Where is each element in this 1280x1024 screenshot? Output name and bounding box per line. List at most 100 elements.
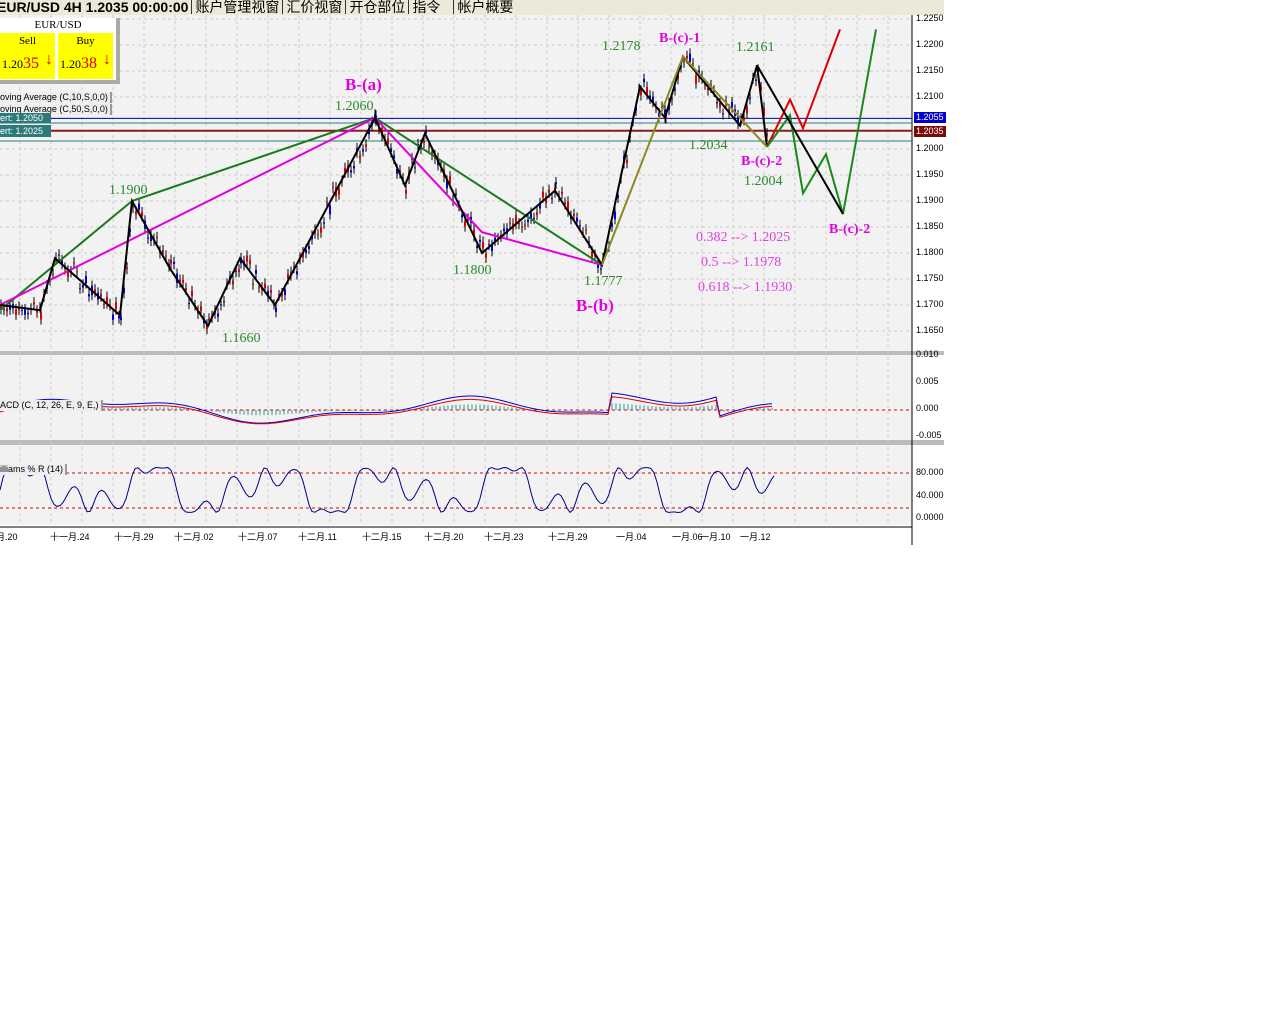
label-wave-c2-projection: B-(c)-2	[829, 222, 871, 237]
candle	[235, 270, 237, 273]
label-price-1-2004: 1.2004	[744, 174, 783, 189]
tab-account-management[interactable]: 账户管理视窗	[191, 0, 282, 14]
candle	[611, 223, 613, 227]
candle	[94, 289, 96, 293]
candle	[223, 301, 225, 303]
candle	[396, 169, 398, 174]
label-price-1-1900: 1.1900	[109, 183, 148, 198]
candle	[473, 229, 475, 237]
candle	[332, 186, 334, 188]
candle	[296, 271, 298, 275]
pane-divider	[0, 351, 944, 355]
macd-line	[0, 392, 773, 424]
candle	[548, 189, 550, 193]
candle	[249, 260, 251, 265]
tab-rates[interactable]: 汇价视窗	[282, 0, 345, 14]
price-tick: 1.2000	[916, 143, 944, 153]
candle	[405, 189, 407, 194]
current-sell-price-marker: 1.2035	[914, 125, 946, 137]
label-wave-b: B-(b)	[576, 296, 614, 315]
candle	[509, 222, 511, 224]
candle	[208, 318, 210, 321]
label-price-1-2178: 1.2178	[602, 39, 641, 54]
legend-ma50[interactable]: oving Average (C,50,S,0,0)	[0, 104, 112, 115]
candle	[33, 302, 35, 305]
candle	[626, 159, 628, 164]
sell-button[interactable]: Sell 1.2035 ↓	[0, 33, 55, 79]
price-tick: 1.1650	[916, 325, 944, 335]
tab-orders[interactable]: 指令	[408, 0, 443, 14]
label-price-1-2034: 1.2034	[689, 138, 728, 153]
candle	[135, 211, 137, 215]
candle	[308, 245, 310, 249]
alert-tag-2[interactable]: ert: 1.2025	[0, 125, 52, 137]
candle	[393, 155, 395, 159]
date-tick: 十二月.20	[424, 532, 464, 542]
legend-ma10[interactable]: oving Average (C,10,S,0,0)	[0, 92, 112, 103]
candle	[689, 53, 691, 62]
candle	[138, 203, 140, 210]
candle	[576, 217, 578, 222]
tab-account-summary[interactable]: 帐户概要	[453, 0, 516, 14]
macd-signal-line	[0, 396, 773, 425]
candle	[515, 215, 517, 225]
candle	[320, 227, 322, 233]
candle	[582, 232, 584, 234]
alert-tag-1[interactable]: ert: 1.2050	[0, 113, 52, 123]
legend-macd[interactable]: ACD (C, 12, 26, E, 9, E,)	[0, 400, 103, 411]
williams-tick: 80.000	[916, 467, 944, 477]
candle	[141, 212, 143, 217]
down-arrow-icon: ↓	[103, 51, 111, 68]
candle	[129, 228, 131, 232]
green-zigzag	[0, 116, 603, 311]
price-chart[interactable]	[0, 15, 944, 545]
candle	[449, 176, 451, 184]
price-tick: 1.1950	[916, 169, 944, 179]
candle	[579, 225, 581, 227]
quote-panel: EUR/USD Sell 1.2035 ↓ Buy 1.2038 ↓	[0, 18, 120, 84]
candle	[476, 246, 478, 248]
projection-black	[756, 64, 844, 215]
tab-open-positions[interactable]: 开仓部位	[345, 0, 408, 14]
price-tick: 1.1700	[916, 299, 944, 309]
williams-tick: 40.000	[916, 490, 944, 500]
candle	[126, 267, 128, 270]
candle	[326, 202, 328, 204]
buy-button[interactable]: Buy 1.2038 ↓	[58, 33, 113, 79]
chart-title: EUR/USD 4H 1.2035 00:00:00	[0, 0, 189, 15]
candle	[652, 96, 654, 102]
candle	[518, 223, 520, 225]
candle	[425, 130, 427, 134]
label-price-1-1660: 1.1660	[222, 331, 261, 346]
candle	[646, 86, 648, 95]
candle	[485, 253, 487, 258]
macd-tick: 0.005	[916, 376, 939, 386]
price-tick: 1.2200	[916, 39, 944, 49]
candle	[716, 101, 718, 104]
candle	[617, 195, 619, 198]
date-tick: 一月.12	[740, 532, 771, 542]
williams-line	[0, 466, 775, 514]
candle	[719, 102, 721, 108]
macd-tick: 0.000	[916, 403, 939, 413]
candle	[27, 312, 29, 315]
candle	[173, 262, 175, 265]
candle	[387, 138, 389, 144]
candle	[350, 170, 352, 173]
price-tick: 1.1800	[916, 247, 944, 257]
candle	[686, 55, 688, 59]
williams-pane	[0, 445, 912, 525]
candle	[76, 271, 78, 273]
candle	[551, 198, 553, 200]
candle	[482, 241, 484, 249]
candle	[640, 90, 642, 96]
projection-red	[766, 29, 841, 148]
candle	[746, 106, 748, 114]
candle	[123, 287, 125, 294]
candle	[555, 182, 557, 184]
candle	[446, 180, 448, 189]
candle	[494, 237, 496, 241]
legend-williams[interactable]: illiams % R (14)	[0, 464, 68, 475]
olive-wave-line	[601, 54, 768, 266]
candle	[100, 294, 102, 297]
